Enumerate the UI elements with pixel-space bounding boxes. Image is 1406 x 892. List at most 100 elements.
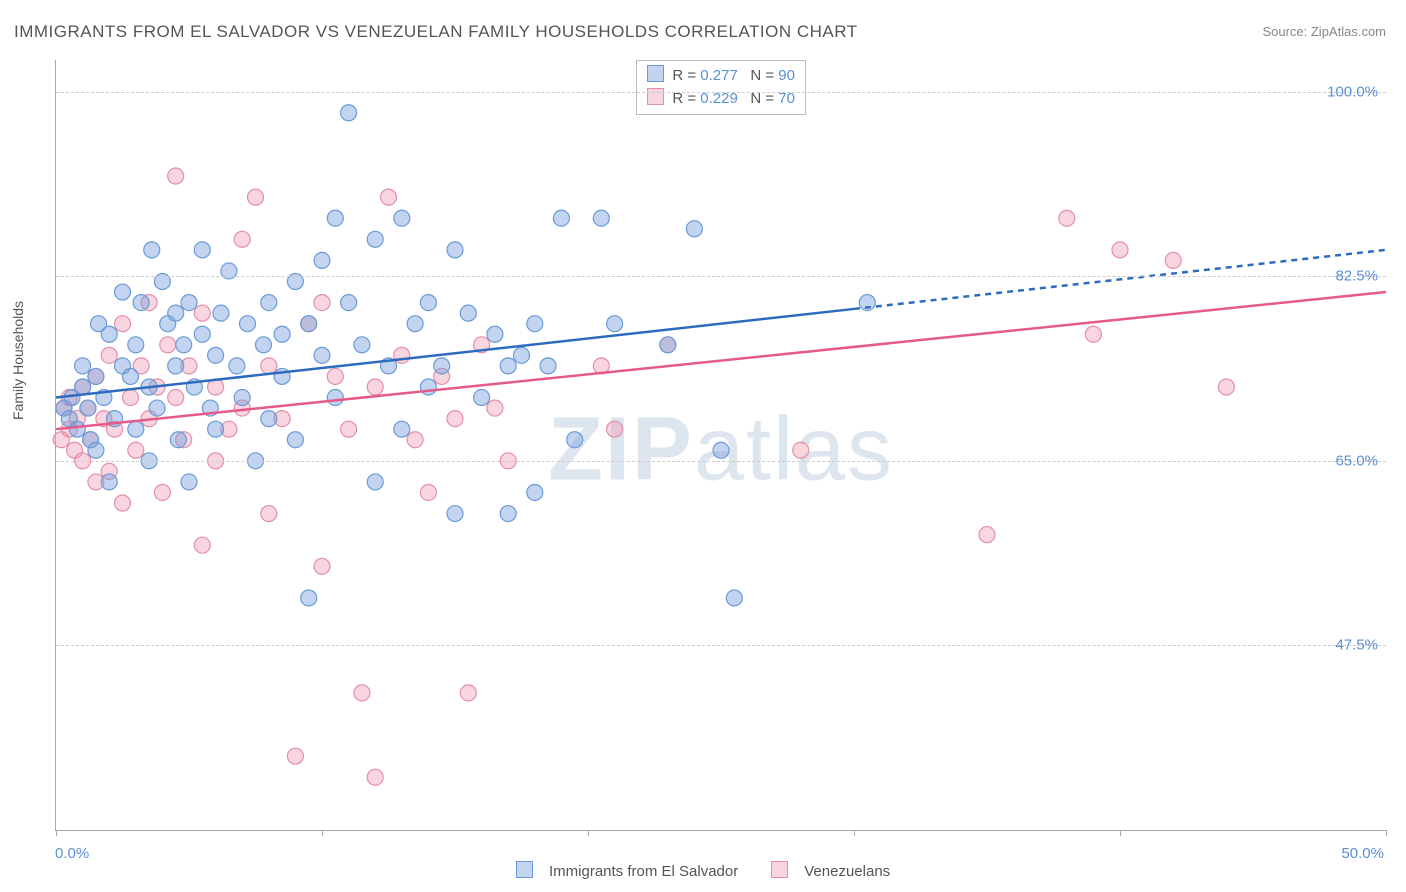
legend-label-blue: Immigrants from El Salvador: [549, 863, 738, 880]
data-point: [168, 358, 184, 374]
r-value-blue: 0.277: [700, 67, 738, 84]
data-point: [447, 411, 463, 427]
data-point: [367, 769, 383, 785]
data-point: [607, 421, 623, 437]
data-point: [341, 105, 357, 121]
data-point: [314, 252, 330, 268]
data-point: [314, 347, 330, 363]
data-point: [101, 347, 117, 363]
r-label: R =: [672, 67, 696, 84]
data-point: [367, 231, 383, 247]
data-point: [194, 242, 210, 258]
gridline: [56, 645, 1386, 646]
data-point: [341, 421, 357, 437]
data-point: [115, 284, 131, 300]
data-point: [314, 295, 330, 311]
gridline: [56, 461, 1386, 462]
data-point: [261, 411, 277, 427]
y-tick-label: 65.0%: [1335, 452, 1378, 469]
data-point: [500, 506, 516, 522]
data-point: [1165, 252, 1181, 268]
x-tick: [588, 830, 589, 836]
data-point: [527, 484, 543, 500]
data-point: [314, 558, 330, 574]
data-point: [194, 326, 210, 342]
data-point: [88, 368, 104, 384]
data-point: [327, 390, 343, 406]
data-point: [181, 295, 197, 311]
data-point: [88, 442, 104, 458]
data-point: [133, 295, 149, 311]
data-point: [122, 368, 138, 384]
n-label: N =: [750, 67, 774, 84]
data-point: [460, 305, 476, 321]
swatch-blue-icon: [516, 861, 533, 878]
data-point: [686, 221, 702, 237]
x-tick: [56, 830, 57, 836]
x-axis-max-label: 50.0%: [1341, 845, 1384, 862]
data-point: [122, 390, 138, 406]
data-point: [301, 590, 317, 606]
data-point: [500, 358, 516, 374]
data-point: [540, 358, 556, 374]
data-point: [208, 347, 224, 363]
data-point: [407, 316, 423, 332]
data-point: [194, 305, 210, 321]
y-tick-label: 82.5%: [1335, 268, 1378, 285]
data-point: [274, 326, 290, 342]
series-legend: Immigrants from El Salvador Venezuelans: [0, 861, 1406, 880]
data-point: [407, 432, 423, 448]
data-point: [527, 316, 543, 332]
data-point: [69, 421, 85, 437]
swatch-pink-icon: [771, 861, 788, 878]
data-point: [154, 484, 170, 500]
data-point: [149, 400, 165, 416]
data-point: [80, 400, 96, 416]
x-tick: [322, 830, 323, 836]
data-point: [176, 337, 192, 353]
data-point: [1085, 326, 1101, 342]
data-point: [487, 400, 503, 416]
data-point: [447, 242, 463, 258]
data-point: [170, 432, 186, 448]
y-axis-label: Family Households: [10, 301, 26, 420]
data-point: [160, 337, 176, 353]
data-point: [301, 316, 317, 332]
data-point: [793, 442, 809, 458]
data-point: [394, 210, 410, 226]
trend-line: [56, 292, 1386, 429]
data-point: [487, 326, 503, 342]
data-point: [367, 474, 383, 490]
data-point: [101, 326, 117, 342]
data-point: [553, 210, 569, 226]
data-point: [327, 368, 343, 384]
data-point: [234, 231, 250, 247]
data-point: [128, 442, 144, 458]
data-point: [261, 358, 277, 374]
data-point: [713, 442, 729, 458]
data-point: [420, 484, 436, 500]
data-point: [287, 432, 303, 448]
data-point: [660, 337, 676, 353]
data-point: [514, 347, 530, 363]
data-point: [474, 390, 490, 406]
x-axis-min-label: 0.0%: [55, 845, 89, 862]
data-point: [181, 474, 197, 490]
x-tick: [854, 830, 855, 836]
x-tick: [1386, 830, 1387, 836]
gridline: [56, 276, 1386, 277]
data-point: [1218, 379, 1234, 395]
data-point: [567, 432, 583, 448]
data-point: [381, 189, 397, 205]
swatch-blue-icon: [647, 65, 664, 82]
data-point: [1059, 210, 1075, 226]
data-point: [75, 379, 91, 395]
legend-row-blue: R = 0.277 N = 90: [647, 65, 795, 88]
data-point: [367, 379, 383, 395]
data-point: [115, 495, 131, 511]
plot-area: ZIPatlas R = 0.277 N = 90 R = 0.229 N = …: [55, 60, 1386, 831]
data-point: [979, 527, 995, 543]
correlation-legend: R = 0.277 N = 90 R = 0.229 N = 70: [636, 60, 806, 115]
gridline: [56, 92, 1386, 93]
data-point: [593, 210, 609, 226]
